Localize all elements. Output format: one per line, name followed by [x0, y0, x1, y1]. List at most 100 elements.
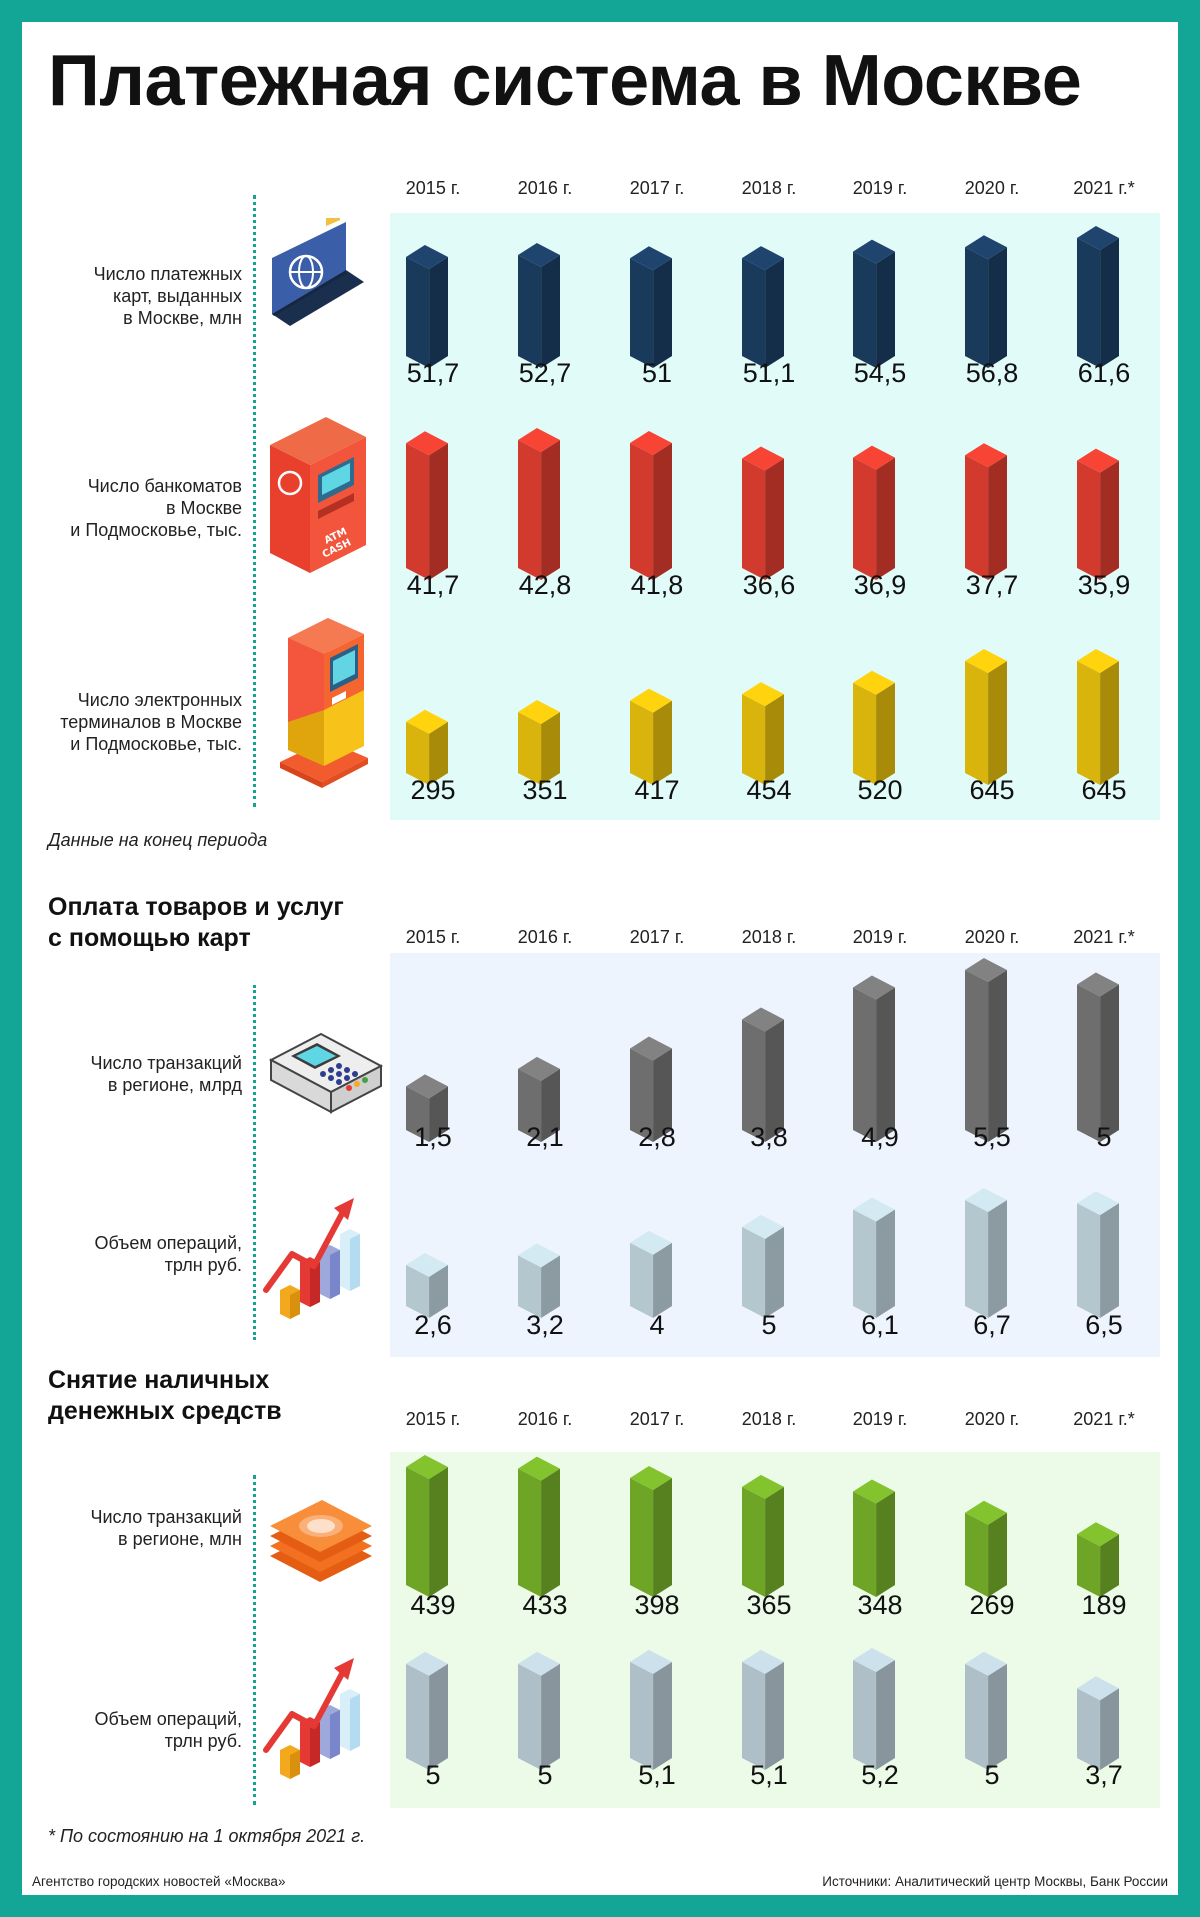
- bar-top-face: [518, 1243, 560, 1268]
- bar-left-face: [630, 1048, 654, 1142]
- bar: [742, 1007, 784, 1142]
- bar-left-face: [965, 970, 989, 1142]
- bar: [965, 1188, 1007, 1318]
- bar-top-face: [630, 1036, 672, 1061]
- bar-top-face: [518, 700, 560, 725]
- bar-left-face: [1077, 1534, 1101, 1597]
- bar-top-face: [853, 239, 895, 264]
- bar-left-face: [630, 1478, 654, 1597]
- year-label: 2017 г.: [629, 178, 685, 198]
- bar: [630, 1649, 672, 1770]
- bar: [406, 244, 448, 368]
- year-label: 2020 г.: [964, 178, 1020, 198]
- value-label: 5: [1096, 1122, 1112, 1152]
- bar: [853, 1197, 895, 1318]
- bar-right-face: [541, 1255, 560, 1318]
- bar-right-face: [653, 1242, 672, 1318]
- bar-left-face: [853, 457, 877, 580]
- year-label: 2015 г.: [405, 927, 461, 947]
- bar-top-face: [965, 1651, 1007, 1676]
- bar-right-face: [876, 251, 895, 368]
- bar-left-face: [406, 1086, 430, 1142]
- year-label: 2017 г.: [629, 1409, 685, 1429]
- bar: [1077, 1522, 1119, 1597]
- value-label: 3,7: [1085, 1760, 1123, 1790]
- value-label: 454: [746, 775, 792, 805]
- value-label: 42,8: [518, 570, 572, 600]
- bar-top-face: [518, 1456, 560, 1481]
- year-header-row: 2015 г. 2016 г. 2017 г. 2018 г. 2019 г. 2020 …: [0, 178, 1200, 208]
- bar-right-face: [765, 1226, 784, 1318]
- bar: [1077, 226, 1119, 368]
- bar-right-face: [765, 458, 784, 580]
- bar-top-face: [406, 709, 448, 734]
- bar-left-face: [406, 1264, 430, 1318]
- period-note: Данные на конец периода: [48, 830, 268, 850]
- bar-right-face: [653, 1048, 672, 1142]
- bar-right-face: [429, 443, 448, 580]
- bar: [518, 1243, 560, 1318]
- bar-right-face: [988, 247, 1007, 368]
- bar-left-face: [406, 256, 430, 368]
- bar-left-face: [742, 258, 766, 368]
- footnote: * По состоянию на 1 октября 2021 г.: [48, 1826, 366, 1846]
- bar-right-face: [988, 455, 1007, 580]
- value-label: 36,9: [853, 570, 907, 600]
- bar-left-face: [1077, 238, 1101, 368]
- year-label: 2021 г.*: [1073, 1409, 1135, 1429]
- bar-left-face: [1077, 1203, 1101, 1318]
- bar-right-face: [1100, 1688, 1119, 1770]
- bar-right-face: [1100, 661, 1119, 785]
- bar-right-face: [876, 1660, 895, 1770]
- value-label: 41,8: [630, 570, 684, 600]
- bar-left-face: [965, 1663, 989, 1770]
- bar-top-face: [965, 1500, 1007, 1525]
- bar: [853, 239, 895, 368]
- bar-top-face: [853, 1197, 895, 1222]
- payment-terminal-icon: [280, 618, 368, 788]
- bar-right-face: [876, 987, 895, 1142]
- row-label-cash-volume: Объем операций, трлн руб.: [94, 1709, 242, 1751]
- bar-top-face: [630, 430, 672, 455]
- page-title: Платежная система в Москве: [48, 41, 1082, 121]
- bar-top-face: [853, 445, 895, 470]
- bar-right-face: [541, 440, 560, 580]
- row-label-cards: Число платежных карт, выданных в Москве,…: [93, 264, 242, 328]
- bar: [853, 1479, 895, 1597]
- year-label: 2016 г.: [517, 927, 573, 947]
- bar-top-face: [742, 1007, 784, 1032]
- year-label: 2020 г.: [964, 1409, 1020, 1429]
- atm-icon: ATM CASH: [270, 417, 366, 573]
- bar-right-face: [653, 442, 672, 580]
- bar-right-face: [541, 712, 560, 785]
- value-label: 5: [761, 1310, 777, 1340]
- footer-agency: Агентство городских новостей «Москва»: [32, 1874, 286, 1889]
- bar-left-face: [406, 721, 430, 785]
- bar-top-face: [742, 1649, 784, 1674]
- bar-left-face: [518, 255, 542, 368]
- bar-right-face: [541, 255, 560, 368]
- bar-right-face: [988, 970, 1007, 1142]
- row-label-card-transactions: Число транзакций в регионе, млрд: [90, 1053, 242, 1095]
- growth-chart-icon: [263, 1658, 360, 1779]
- bar: [965, 958, 1007, 1142]
- bar-left-face: [406, 1467, 430, 1597]
- bar: [630, 1230, 672, 1318]
- bar-left-face: [406, 443, 430, 580]
- year-label: 2019 г.: [852, 1409, 908, 1429]
- value-label: 2,1: [526, 1122, 564, 1152]
- row-label-cash-transactions: Число транзакций в регионе, млн: [90, 1507, 242, 1549]
- value-label: 189: [1081, 1590, 1127, 1620]
- bar: [742, 446, 784, 580]
- bar-left-face: [630, 1661, 654, 1770]
- section-title-line: Снятие наличных денежных средств: [48, 1366, 282, 1425]
- bar-right-face: [876, 457, 895, 580]
- bar-left-face: [518, 712, 542, 785]
- year-label: 2015 г.: [405, 178, 461, 198]
- bar: [853, 1648, 895, 1770]
- year-label: 2015 г.: [405, 1409, 461, 1429]
- year-label: 2018 г.: [741, 178, 797, 198]
- bar: [518, 1456, 560, 1597]
- bar-left-face: [965, 1200, 989, 1318]
